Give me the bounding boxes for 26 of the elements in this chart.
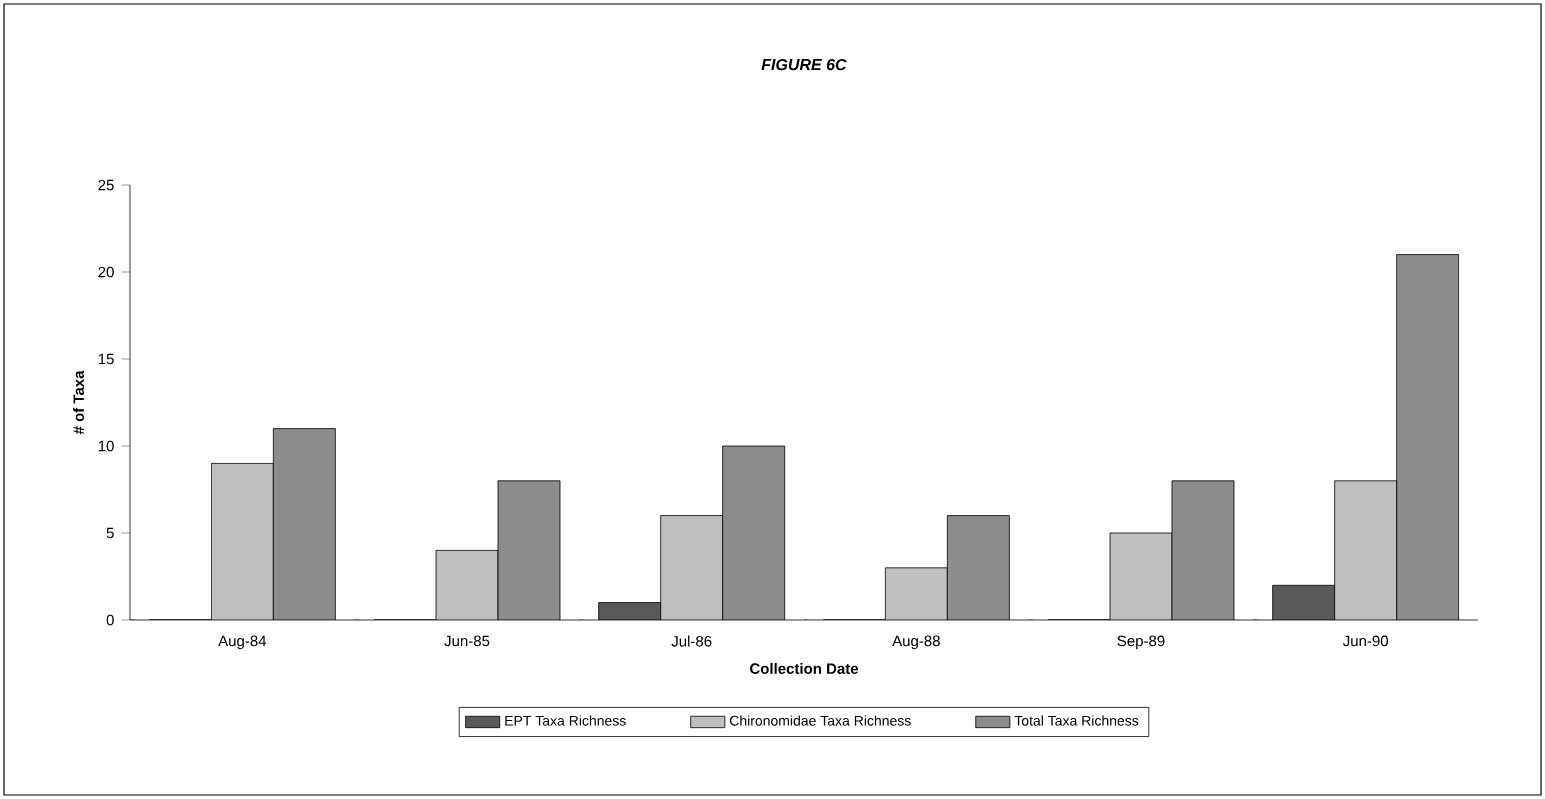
x-tick-label: Jul-86 xyxy=(671,635,712,647)
bar xyxy=(947,515,1010,620)
y-tick-label: 15 xyxy=(98,353,114,365)
y-axis-title: # of Taxa xyxy=(72,370,84,435)
legend-label: EPT Taxa Richness xyxy=(505,715,626,726)
y-tick-label: 0 xyxy=(106,614,114,626)
x-axis-title: Collection Date xyxy=(750,662,859,674)
x-tick-label: Aug-84 xyxy=(218,635,267,650)
bar xyxy=(1272,584,1336,620)
bar xyxy=(498,480,561,620)
legend-label: Total Taxa Richness xyxy=(1014,715,1139,726)
legend-label: Chironomidae Taxa Richness xyxy=(729,715,911,726)
y-tick-label: 25 xyxy=(98,179,114,191)
bar xyxy=(1396,254,1460,620)
x-tick-label: Aug-88 xyxy=(892,635,940,650)
chart-title: FIGURE 6C xyxy=(761,58,847,71)
x-tick-label: Jun-90 xyxy=(1342,635,1388,647)
y-tick-label: 20 xyxy=(98,266,114,278)
bar xyxy=(722,446,785,620)
x-tick-label: Jun-85 xyxy=(444,635,490,647)
bar xyxy=(273,428,336,620)
bar xyxy=(1172,480,1235,620)
y-tick-label: 5 xyxy=(106,527,114,539)
bar xyxy=(598,602,661,620)
x-tick-label: Sep-89 xyxy=(1117,635,1165,650)
y-tick-label: 10 xyxy=(98,440,114,452)
